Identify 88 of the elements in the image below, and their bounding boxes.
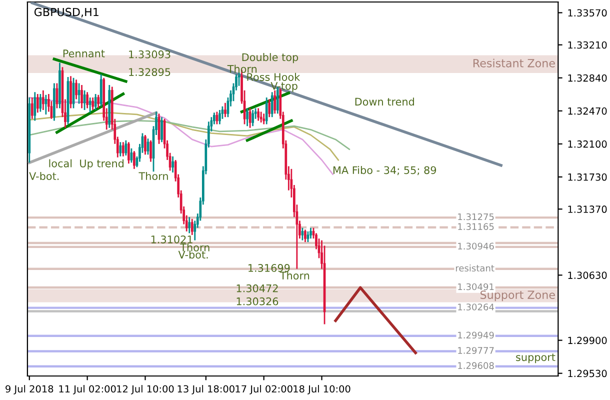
candlestick (36, 93, 39, 114)
band-label: Support Zone (480, 290, 555, 302)
annotation: Ross Hook (247, 72, 300, 81)
ref-line-label: 1.31165 (458, 223, 494, 230)
annotation: Thorn (138, 172, 168, 180)
annotation: Down trend (355, 98, 414, 106)
candlestick (122, 141, 124, 158)
candlestick (172, 156, 174, 174)
candlestick (218, 109, 221, 125)
ref-line-label: 1.29949 (458, 332, 494, 339)
candlestick (42, 90, 44, 111)
candlestick (39, 93, 42, 112)
candlestick (257, 108, 260, 122)
candlestick (310, 227, 312, 240)
candlestick (150, 140, 152, 162)
candlestick (86, 91, 88, 109)
candlestick (301, 227, 304, 242)
y-tick-label: 1.30630 (568, 272, 607, 279)
annotation: 1.32895 (129, 68, 170, 76)
candlestick (246, 108, 248, 127)
annotation: 1.30326 (236, 297, 278, 306)
y-tick-label: 1.32100 (568, 140, 607, 148)
y-tick-label: 1.31730 (568, 173, 607, 181)
annotation: Thorn (280, 271, 310, 280)
candlestick (260, 111, 262, 124)
x-tick-label: 12 Jul 10:00 (117, 385, 174, 394)
annotation: 1.31021 (151, 235, 192, 244)
candlestick (119, 141, 122, 158)
candlestick (75, 78, 78, 100)
candlestick (224, 102, 226, 118)
x-tick-label: 18 Jul 10:00 (294, 385, 350, 394)
annotation: 1.31699 (248, 264, 290, 272)
candlestick (92, 96, 94, 111)
candlestick (144, 134, 146, 156)
ref-line-label: resistant (456, 264, 494, 272)
candlestick (306, 230, 310, 243)
line-series (28, 112, 340, 161)
y-tick-label: 1.29900 (568, 336, 607, 344)
candlestick (88, 96, 92, 114)
annotation: Thorn (180, 243, 210, 252)
ref-line-label: 1.29608 (458, 362, 494, 369)
annotation: V-bot. (29, 172, 59, 180)
candlestick (94, 93, 97, 111)
line-series (28, 120, 350, 150)
y-tick-label: 1.33210 (568, 41, 607, 49)
candlestick (304, 228, 306, 243)
band-label: Resistant Zone (473, 58, 555, 68)
candlestick (188, 216, 191, 234)
x-tick-label: 9 Jul 2018 (6, 385, 54, 394)
candlestick (160, 116, 163, 143)
ref-line-label: 1.30264 (458, 304, 494, 310)
candlestick (97, 94, 100, 109)
candlestick (238, 72, 240, 87)
x-tick-label: 17 Jul 02:00 (236, 385, 292, 394)
x-tick-label: 13 Jul 18:00 (178, 385, 234, 394)
candlestick (30, 96, 34, 120)
annotation: Double top (242, 53, 298, 64)
y-tick-label: 1.33570 (568, 9, 607, 17)
annotation: Thorn (227, 64, 257, 73)
candlestick (265, 96, 268, 125)
ref-line-label: 1.30491 (458, 283, 494, 290)
candlestick (268, 98, 271, 118)
chart-title: GBPUSD,H1 (34, 8, 98, 18)
annotation: local Up trend (49, 159, 124, 170)
annotation: MA Fibo - 34; 55; 89 (333, 166, 436, 176)
ref-line-label: 1.30946 (458, 242, 494, 250)
candlestick (128, 141, 130, 164)
annotation: support (516, 354, 556, 364)
candlestick (190, 218, 194, 236)
candlestick (80, 84, 83, 109)
candlestick (270, 91, 274, 118)
x-tick-label: 11 Jul 02:00 (59, 385, 116, 394)
y-tick-label: 1.29530 (568, 370, 607, 378)
annotation: 1.30472 (236, 284, 278, 292)
candlestick (252, 109, 254, 127)
candlestick (34, 91, 36, 122)
candlestick (133, 150, 136, 170)
ref-line-label: 1.31275 (458, 213, 494, 220)
annotation: Pennant (63, 50, 105, 58)
y-tick-label: 1.32840 (568, 74, 607, 82)
candlestick (70, 75, 72, 109)
y-tick-label: 1.32470 (568, 107, 607, 115)
ref-line-label: 1.29777 (458, 347, 494, 354)
y-tick-label: 1.31370 (568, 206, 607, 213)
candlestick (262, 112, 266, 125)
annotation: 1.33093 (129, 50, 170, 58)
candlestick (124, 140, 128, 156)
annotation: V-bot. (178, 250, 208, 259)
